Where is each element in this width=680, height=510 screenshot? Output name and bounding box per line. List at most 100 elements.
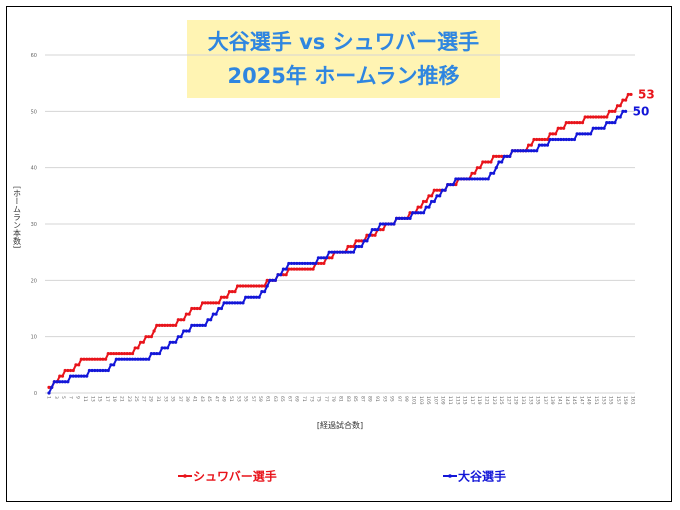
data-point [333, 250, 337, 254]
data-point [529, 143, 533, 147]
x-tick-label: 91 [374, 396, 380, 402]
data-point [281, 273, 286, 277]
data-point [551, 132, 555, 136]
data-point [553, 132, 558, 136]
x-tick-label: 19 [111, 396, 117, 402]
x-tick-label: 95 [389, 396, 395, 402]
data-point [222, 295, 226, 299]
data-point [597, 115, 601, 119]
data-point [454, 182, 458, 187]
data-point [314, 261, 318, 266]
x-tick-label: 59 [257, 396, 263, 402]
data-point [618, 115, 622, 119]
data-point [481, 177, 485, 181]
data-point [351, 244, 356, 249]
x-tick-label: 47 [213, 396, 219, 402]
data-point [451, 182, 455, 187]
data-point [397, 216, 401, 220]
data-point [289, 267, 294, 271]
data-point [540, 137, 544, 142]
data-point [465, 177, 469, 181]
legend: シュワバー選手 大谷選手 [178, 469, 506, 484]
data-point [405, 216, 409, 220]
data-point [394, 216, 399, 220]
data-point [500, 154, 504, 158]
x-tick-label: 113 [454, 396, 460, 405]
data-point [392, 222, 396, 226]
data-point [182, 318, 186, 322]
data-point [50, 385, 54, 389]
data-point [227, 290, 232, 294]
data-point [373, 233, 377, 237]
legend-item: シュワバー選手 [178, 469, 277, 484]
data-point [365, 233, 369, 237]
data-point [343, 250, 347, 254]
data-point [335, 250, 339, 254]
data-point [198, 306, 202, 311]
data-point [147, 335, 151, 339]
data-point [438, 194, 442, 198]
data-point [74, 363, 78, 367]
data-point [260, 290, 264, 294]
data-point [217, 301, 221, 305]
data-point [155, 351, 159, 356]
data-point [419, 211, 423, 215]
data-point [491, 171, 496, 175]
data-point [359, 244, 364, 249]
data-point [120, 351, 124, 356]
chart-title: 大谷選手 vs シュワバー選手 2025年 ホームラン推移 [187, 20, 500, 98]
x-tick-label: 103 [418, 396, 424, 405]
data-point [68, 374, 73, 378]
data-point [106, 351, 110, 356]
data-point [459, 177, 463, 181]
data-point [165, 346, 170, 350]
data-point [527, 143, 531, 147]
data-point [473, 171, 477, 175]
data-point [338, 250, 342, 254]
data-point [413, 211, 418, 215]
x-tick-label: 65 [279, 396, 285, 402]
x-tick-label: 25 [133, 396, 139, 402]
x-tick-label: 9 [75, 396, 81, 399]
data-point [486, 177, 490, 181]
data-point [225, 295, 229, 299]
data-point [543, 137, 547, 142]
data-point [244, 284, 248, 288]
data-point [378, 228, 383, 232]
data-point [139, 357, 143, 361]
data-point [578, 132, 582, 136]
data-point [58, 374, 62, 378]
legend-label: 大谷選手 [458, 469, 506, 484]
data-point [206, 318, 210, 322]
data-point [586, 132, 590, 136]
x-tick-label: 117 [469, 396, 475, 405]
data-point [602, 115, 606, 119]
data-point [236, 284, 240, 288]
x-tick-label: 153 [600, 396, 606, 405]
data-point [300, 261, 304, 266]
data-point [373, 228, 377, 232]
x-tick-label: 5 [60, 396, 66, 399]
data-point [435, 188, 439, 192]
data-point [370, 228, 374, 232]
x-tick-label: 23 [126, 396, 132, 402]
data-point [66, 380, 70, 384]
data-point [610, 121, 614, 125]
data-point [556, 126, 560, 130]
data-point [551, 137, 555, 142]
data-point [262, 290, 267, 294]
x-tick-label: 73 [308, 396, 314, 402]
data-point [357, 239, 361, 243]
data-point [265, 278, 269, 282]
data-point [157, 323, 162, 327]
y-tick-label: 60 [31, 53, 37, 59]
data-point [184, 329, 189, 333]
data-point [624, 109, 628, 113]
data-point [238, 301, 242, 305]
data-point [341, 250, 345, 254]
data-point [446, 182, 450, 187]
data-point [570, 137, 574, 142]
data-point [494, 166, 498, 170]
data-point [74, 374, 78, 378]
x-tick-label: 41 [192, 396, 198, 402]
